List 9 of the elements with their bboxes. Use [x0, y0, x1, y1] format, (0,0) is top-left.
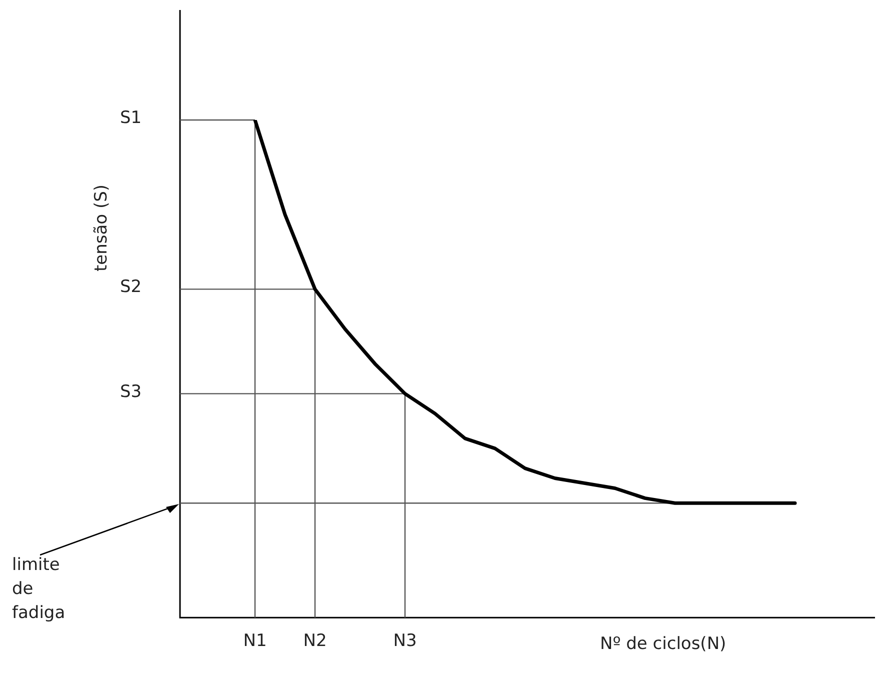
x-tick-label: N2: [303, 631, 327, 652]
ref-line-label: S3: [120, 382, 143, 402]
x-axis-title: Nº de ciclos(N): [600, 634, 726, 654]
ref-line-label: limite de fadiga: [12, 554, 66, 626]
y-axis-title: tensão (S): [92, 184, 112, 272]
x-tick-label: N3: [393, 631, 417, 652]
ref-line-label: S2: [120, 277, 143, 298]
ref-line-label: S1: [120, 108, 143, 128]
x-tick-label: N1: [243, 631, 267, 652]
